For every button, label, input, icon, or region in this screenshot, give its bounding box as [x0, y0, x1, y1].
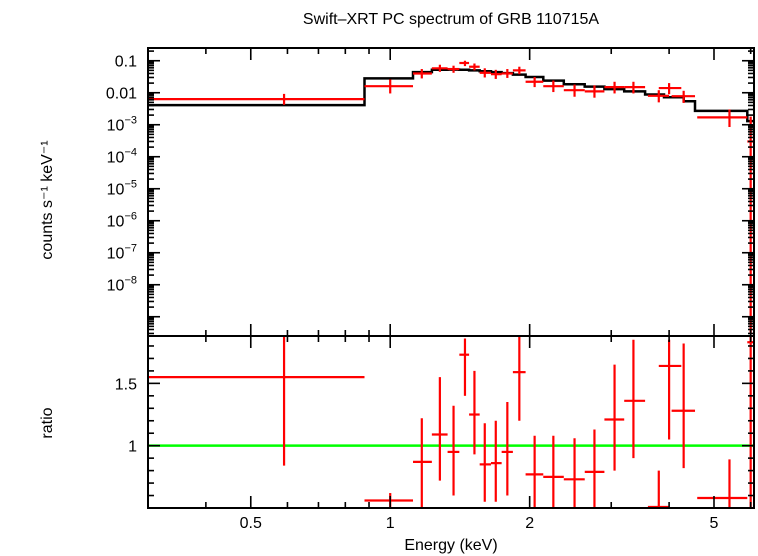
- spectrum-point: [469, 63, 480, 71]
- spectrum-point: [148, 93, 365, 105]
- spectrum-point: [658, 83, 682, 95]
- y-tick-label: 10−6: [107, 211, 137, 231]
- ratio-point: [364, 493, 414, 508]
- spectrum-point: [364, 79, 414, 94]
- spectrum-point: [671, 90, 696, 103]
- spectrum-point: [584, 85, 605, 98]
- ratio-plot-frame: [147, 335, 755, 509]
- ratio-point: [647, 470, 670, 509]
- spectrum-y-axis-label: counts s⁻¹ keV⁻¹: [39, 140, 56, 259]
- y-tick-label: 10−5: [107, 179, 137, 199]
- y-tick-label: 1: [128, 439, 137, 456]
- ratio-point: [747, 336, 754, 508]
- ratio-point: [697, 459, 748, 508]
- spectrum-point: [604, 81, 625, 94]
- spectrum-point: [447, 65, 460, 73]
- spectrum-axis-ticks: [147, 48, 754, 336]
- ratio-point: [501, 402, 513, 496]
- ratio-point: [563, 438, 585, 508]
- ratio-axis-ticks: [147, 336, 754, 509]
- ratio-point: [447, 405, 460, 496]
- spectrum-point: [459, 60, 470, 67]
- x-axis-label: Energy (keV): [404, 537, 497, 554]
- ratio-data-points: [148, 336, 754, 509]
- y-tick-label: 0.01: [106, 86, 137, 103]
- ratio-point: [543, 435, 564, 508]
- ratio-point: [584, 429, 605, 508]
- y-tick-label: 1.5: [115, 376, 137, 393]
- y-tick-label: 10−8: [107, 275, 137, 295]
- ratio-point: [624, 339, 646, 459]
- spectrum-data-points: [148, 60, 754, 334]
- ratio-point: [490, 420, 502, 502]
- ratio-point: [658, 339, 682, 440]
- y-tick-label: 10−4: [107, 147, 137, 167]
- ratio-point: [479, 423, 491, 502]
- x-tick-label: 0.5: [240, 515, 262, 532]
- spectrum-plot-frame: [147, 47, 755, 337]
- ratio-y-tick-labels: 11.5: [115, 376, 137, 455]
- ratio-point: [431, 377, 448, 481]
- spectrum-y-tick-labels: 0.1 0.01 10−3 10−4 10−5 10−6 10−7 10−8: [106, 54, 137, 295]
- spectrum-point: [512, 66, 526, 75]
- spectrum-point: [525, 77, 544, 88]
- x-tick-label: 2: [525, 515, 534, 532]
- spectrum-point: [413, 69, 432, 79]
- ratio-y-axis-label: ratio: [39, 407, 56, 438]
- spectrum-point: [543, 80, 564, 93]
- spectrum-point: [490, 69, 502, 79]
- spectrum-point: [479, 68, 491, 78]
- ratio-point: [459, 338, 470, 396]
- spectrum-point: [431, 64, 448, 72]
- chart-title: Swift–XRT PC spectrum of GRB 110715A: [303, 11, 599, 28]
- ratio-point: [525, 435, 544, 508]
- ratio-panel: 11.5 0.5 1 2 5 ratio Energy (keV): [39, 335, 755, 554]
- ratio-point: [512, 336, 526, 421]
- ratio-point: [671, 343, 696, 469]
- y-tick-label: 0.1: [115, 54, 137, 71]
- spectrum-point: [697, 109, 748, 127]
- y-tick-label: 10−3: [107, 115, 137, 135]
- spectrum-point: [563, 84, 585, 97]
- x-tick-labels: 0.5 1 2 5: [240, 515, 719, 532]
- x-tick-label: 1: [386, 515, 395, 532]
- spectrum-point: [501, 69, 513, 78]
- ratio-point: [604, 364, 625, 471]
- spectrum-point: [647, 90, 670, 103]
- spectrum-panel: 0.1 0.01 10−3 10−4 10−5 10−6 10−7 10−8 counts s…: [39, 47, 755, 337]
- ratio-point: [469, 370, 480, 455]
- spectrum-point: [624, 81, 646, 94]
- y-tick-label: 10−7: [107, 243, 137, 263]
- x-tick-label: 5: [710, 515, 719, 532]
- ratio-point: [148, 336, 365, 466]
- ratio-point: [413, 418, 432, 508]
